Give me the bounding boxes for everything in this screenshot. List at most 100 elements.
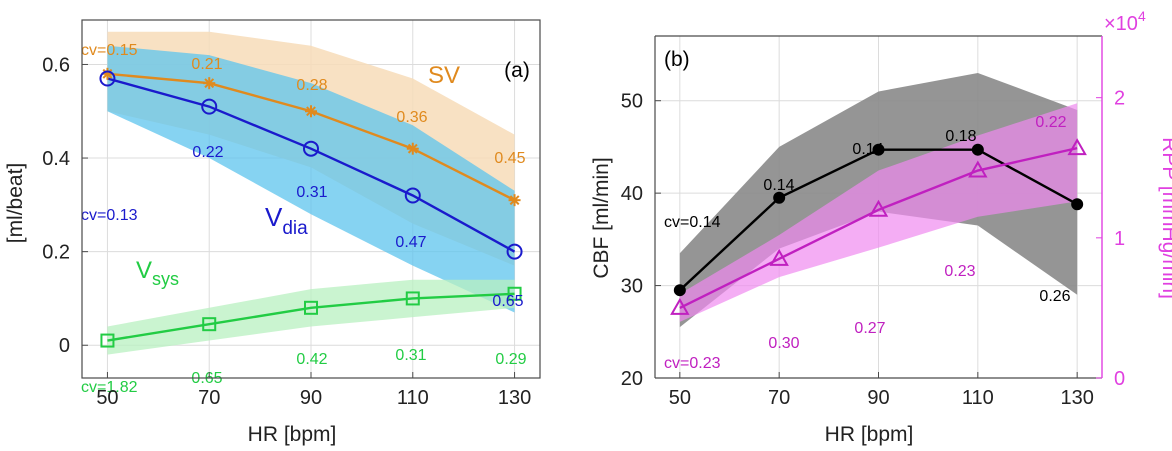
point-vsys-110 [405,291,420,306]
cv-label: 0.36 [396,109,427,126]
point-rpp-130 [1067,138,1087,156]
y-tick-label: 30 [621,276,643,298]
line-vsys [107,292,515,342]
point-rpp-70 [769,248,789,266]
y-tick-label: 40 [621,183,643,205]
cv-label: 0.21 [191,56,222,73]
y-tick-label: 0.6 [42,54,70,76]
y-tick-label: 0.4 [42,148,70,170]
panel-a-axes: 50 70 90 110 130 0 0.2 0.4 0.6 [42,19,541,409]
line-rpp [679,146,1078,309]
x-tick-label: 90 [867,387,889,409]
cv-label: cv=1.82 [81,379,138,396]
cv-label: 0.28 [296,77,327,94]
series-label-vdia-main: V [265,202,283,232]
x-tick-label: 70 [768,387,790,409]
cv-label: 0.27 [854,320,885,337]
y-right-tick-label: 0 [1114,368,1125,390]
cv-label: 0.18 [945,128,976,145]
point-rpp-90 [868,199,889,217]
series-label-vsys: Vsys [136,257,179,289]
panel-b: cv=0.14 0.14 0.14 0.18 0.26 cv=0.23 0.30 0.27 0.… [590,8,1172,446]
cv-label: 0.42 [296,351,327,368]
x-tick-label: 130 [1060,387,1093,409]
x-tick-label: 110 [962,387,994,409]
point-cbf-110 [971,143,984,156]
point-vsys-130 [507,286,522,301]
panel-b-ylabel: CBF [ml/min] [590,157,613,278]
point-cbf-70 [773,191,786,204]
point-vsys-70 [202,317,217,332]
cv-label: 0.29 [495,351,526,368]
panel-b-cv-labels: cv=0.14 0.14 0.14 0.18 0.26 cv=0.23 0.30 0.27 0.… [664,114,1071,372]
x-tick-label: 110 [397,387,429,409]
series-label-vsys-main: V [136,257,152,284]
cv-label: cv=0.23 [664,355,721,372]
cv-label: 0.14 [852,141,883,158]
panel-b-ylabel-right: RPP [mmHg/min] [1158,137,1172,299]
point-sv-110 [406,142,419,155]
x-tick-label: 50 [669,387,691,409]
right-axis-exponent: ×104 [1104,8,1146,35]
point-sv-90 [305,105,317,118]
panel-a-cv-labels: cv=0.15 0.21 0.28 0.36 0.45 cv=0.13 0.22 0.31 0.… [81,42,527,396]
x-tick-label: 50 [96,387,118,409]
band-vdia [107,45,515,313]
cv-label: cv=0.14 [664,214,721,231]
cv-label: cv=0.15 [81,42,138,59]
cv-label: 0.30 [768,335,799,352]
cv-label: 0.23 [944,263,975,280]
series-label-vdia-sub: dia [282,218,308,239]
line-vdia [107,77,516,253]
point-vsys-50 [100,333,115,348]
y-tick-label: 0 [59,335,70,357]
panel-a: cv=0.15 0.21 0.28 0.36 0.45 cv=0.13 0.22 0.31 0.… [4,19,541,446]
point-sv-70 [203,77,216,90]
panel-b-xlabel: HR [bpm] [825,423,914,446]
panel-b-label: (b) [664,48,690,71]
band-rpp [679,103,1078,322]
x-tick-label: 130 [498,387,531,409]
panel-a-xlabel: HR [bpm] [248,423,337,446]
x-tick-label: 90 [300,387,322,409]
cv-label: 0.14 [763,177,794,194]
panel-a-markers [99,67,523,348]
cv-label: 0.22 [1035,114,1066,131]
cv-label: cv=0.13 [81,207,138,224]
x-tick-label: 70 [198,387,220,409]
y-tick-label: 50 [621,91,643,113]
cv-label: 0.47 [395,234,426,251]
panel-a-label: (a) [504,59,530,82]
cv-label: 0.31 [296,184,327,201]
point-cbf-50 [673,284,686,297]
right-axis-exponent-base: ×10 [1104,13,1138,35]
point-vdia-130 [506,243,523,260]
point-vdia-90 [303,140,319,157]
cv-label: 0.45 [494,150,525,167]
point-vdia-50 [99,70,116,87]
point-rpp-50 [670,297,690,315]
y-right-tick-label: 2 [1114,88,1125,110]
point-vsys-90 [304,300,318,315]
y-tick-label: 20 [621,368,643,390]
series-label-sv: SV [428,62,460,89]
y-right-tick-label: 1 [1114,228,1125,250]
point-vdia-70 [201,98,218,115]
cv-label: 0.65 [492,293,523,310]
cv-label: 0.31 [395,347,426,364]
panel-a-ylabel: [ml/beat] [4,163,27,244]
right-axis-exponent-power: 4 [1138,8,1146,24]
point-cbf-130 [1071,198,1084,211]
point-sv-130 [508,194,521,207]
series-label-vsys-sub: sys [152,269,179,289]
panel-b-axes: 50 70 90 110 130 20 30 40 50 0 1 2 [621,35,1125,409]
cv-label: 0.26 [1039,288,1070,305]
series-label-vdia: Vdia [265,202,308,239]
point-cbf-90 [872,143,885,156]
cv-label: 0.22 [192,144,223,161]
point-rpp-110 [968,160,988,178]
panel-b-markers [670,138,1087,315]
point-vdia-110 [404,187,421,204]
y-tick-label: 0.2 [42,242,70,264]
